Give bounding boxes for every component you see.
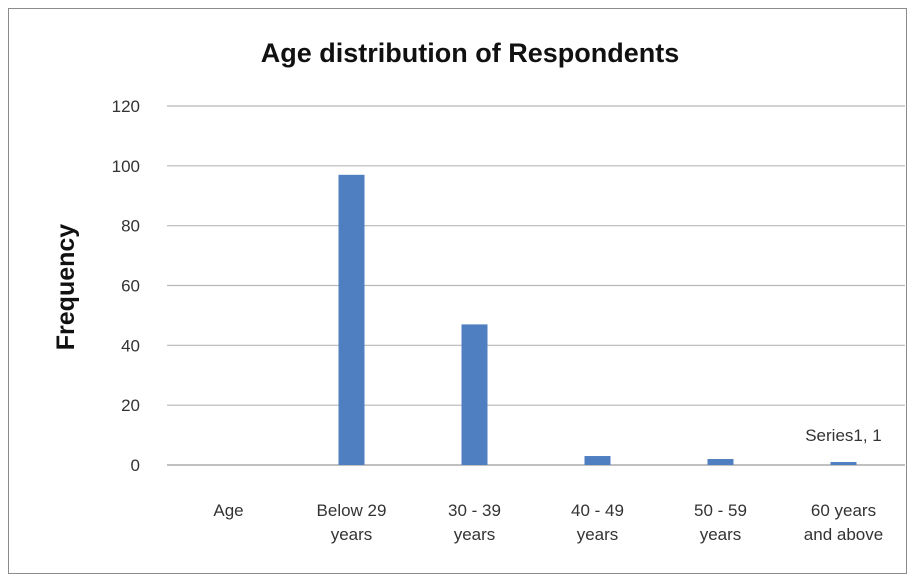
- bar: [584, 456, 611, 465]
- chart-title: Age distribution of Respondents: [261, 38, 680, 68]
- x-tick-label: Age: [213, 501, 243, 520]
- bar: [461, 324, 488, 465]
- bar: [830, 462, 857, 465]
- y-tick-label: 80: [121, 217, 140, 236]
- y-tick-label: 40: [121, 336, 140, 355]
- data-label: Series1, 1: [805, 426, 882, 445]
- y-tick-label: 20: [121, 396, 140, 415]
- x-tick-label: 50 - 59 years: [694, 501, 747, 544]
- y-tick-label: 60: [121, 277, 140, 296]
- x-tick-label: 60 years and above: [804, 501, 883, 544]
- y-tick-labels: 0 20 40 60 80 100 120: [112, 97, 140, 475]
- x-tick-label: Below 29 years: [317, 501, 387, 544]
- bar: [338, 174, 365, 465]
- x-tick-label: 40 - 49 years: [571, 501, 624, 544]
- y-tick-label: 120: [112, 97, 140, 116]
- y-tick-label: 100: [112, 157, 140, 176]
- y-axis-label: Frequency: [52, 224, 80, 351]
- bar: [707, 459, 734, 465]
- category-labels: Age Below 29 years 30 - 39 years 40 - 49 years…: [213, 501, 883, 544]
- bar-series: [338, 174, 857, 465]
- y-tick-label: 0: [131, 456, 140, 475]
- x-tick-label: 30 - 39 years: [448, 501, 501, 544]
- chart-frame: [8, 8, 907, 574]
- gridlines: [167, 105, 905, 466]
